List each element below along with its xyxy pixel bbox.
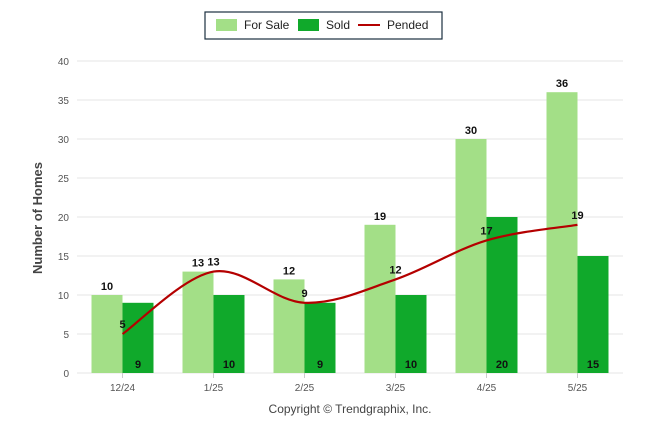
x-tick-label: 2/25	[295, 383, 315, 394]
x-tick-label: 5/25	[568, 383, 588, 394]
x-tick-label: 4/25	[477, 383, 497, 394]
bar-series-layer	[91, 92, 609, 373]
x-tick-label: 3/25	[386, 383, 406, 394]
bar-sold	[486, 217, 518, 373]
x-axis-ticks: 12/24 1/25 2/25 3/25 4/25 5/25	[110, 373, 588, 394]
line-pended	[121, 223, 578, 335]
data-label-sold: 9	[135, 359, 141, 371]
y-tick-label: 10	[58, 291, 70, 302]
data-label-pended: 13	[207, 257, 219, 269]
bar-sold	[304, 302, 336, 373]
legend: For Sale Sold Pended	[204, 11, 443, 40]
y-axis-ticks: 0 5 10 15 20 25 30 35 40	[58, 57, 70, 380]
line-series-layer	[121, 223, 578, 335]
y-tick-label: 20	[58, 213, 70, 224]
grid-lines	[77, 60, 623, 374]
data-label-pended: 19	[571, 210, 583, 222]
y-tick-label: 30	[58, 135, 70, 146]
legend-swatch-for-sale	[216, 19, 237, 31]
data-label-sold: 15	[587, 359, 599, 371]
data-label-layer: 10 9 13 10 12 9 19 10 30 20 36 15 5 13 9 12 17 19	[101, 78, 599, 371]
data-label-for-sale: 36	[556, 78, 568, 90]
bar-for-sale	[182, 271, 214, 373]
y-tick-label: 5	[63, 330, 69, 341]
y-tick-label: 15	[58, 252, 70, 263]
copyright-text: Copyright © Trendgraphix, Inc.	[269, 402, 432, 416]
data-label-for-sale: 19	[374, 211, 386, 223]
legend-frame	[204, 11, 443, 40]
x-tick-label: 1/25	[204, 383, 224, 394]
bar-for-sale	[364, 224, 396, 373]
bar-for-sale	[273, 279, 305, 373]
bar-for-sale	[455, 139, 487, 373]
data-label-pended: 9	[301, 288, 307, 300]
y-tick-label: 40	[58, 57, 70, 68]
legend-label-sold: Sold	[326, 18, 350, 32]
bar-sold	[122, 302, 154, 373]
data-label-pended: 5	[119, 319, 125, 331]
data-label-for-sale: 12	[283, 265, 295, 277]
y-tick-label: 25	[58, 174, 70, 185]
bar-sold	[577, 256, 609, 373]
y-tick-label: 0	[63, 369, 69, 380]
legend-swatch-sold	[298, 19, 319, 31]
legend-label-for-sale: For Sale	[244, 18, 290, 32]
data-label-sold: 10	[223, 359, 235, 371]
y-tick-label: 35	[58, 96, 70, 107]
data-label-for-sale: 10	[101, 281, 113, 293]
data-label-sold: 10	[405, 359, 417, 371]
data-label-for-sale: 13	[192, 258, 204, 270]
bar-sold	[213, 295, 245, 373]
bar-sold	[395, 295, 427, 373]
legend-label-pended: Pended	[387, 18, 428, 32]
data-label-sold: 20	[496, 359, 508, 371]
bar-for-sale	[546, 92, 578, 373]
y-axis-label: Number of Homes	[30, 162, 45, 274]
x-tick-label: 12/24	[110, 383, 135, 394]
data-label-pended: 17	[480, 225, 492, 237]
data-label-for-sale: 30	[465, 125, 477, 137]
data-label-sold: 9	[317, 359, 323, 371]
bar-for-sale	[91, 295, 123, 373]
data-label-pended: 12	[389, 264, 401, 276]
